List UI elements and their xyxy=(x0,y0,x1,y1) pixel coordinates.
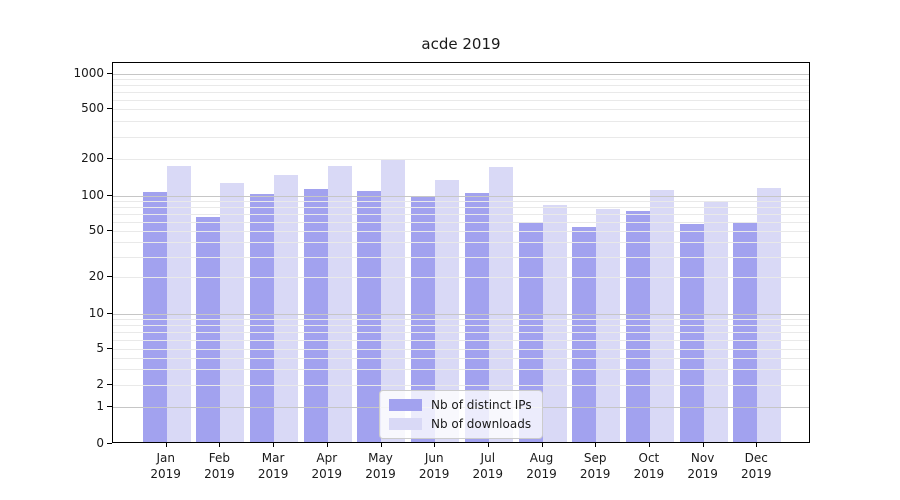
y-tick-10 xyxy=(107,313,112,314)
y-tick-label-2: 2 xyxy=(96,377,104,391)
y-tick-label-1000: 1000 xyxy=(73,66,104,80)
bar-nb-of-downloads-feb-2019 xyxy=(220,183,245,442)
y-tick-label-200: 200 xyxy=(81,151,104,165)
y-tick-label-50: 50 xyxy=(88,223,104,237)
y-tick-label-500: 500 xyxy=(81,101,104,115)
y-tick-label-100: 100 xyxy=(81,188,104,202)
x-tick-label-oct-2019: Oct 2019 xyxy=(633,451,665,481)
x-tick-label-apr-2019: Apr 2019 xyxy=(311,451,343,481)
bar-nb-of-downloads-jan-2019 xyxy=(166,165,191,442)
bar-nb-of-distinct-ips-oct-2019 xyxy=(625,210,650,442)
x-tick-jan-2019 xyxy=(165,443,167,447)
legend-swatch-distinct-ips xyxy=(389,399,422,411)
bar-nb-of-distinct-ips-dec-2019 xyxy=(733,223,758,442)
y-tick-5 xyxy=(107,348,112,349)
y-tick-500 xyxy=(107,108,112,109)
legend: Nb of distinct IPs Nb of downloads xyxy=(379,390,543,439)
bar-nb-of-downloads-dec-2019 xyxy=(757,188,782,442)
x-tick-aug-2019 xyxy=(541,443,543,447)
bar-nb-of-distinct-ips-apr-2019 xyxy=(303,188,328,442)
y-tick-label-0: 0 xyxy=(96,436,104,450)
legend-item-downloads: Nb of downloads xyxy=(389,417,532,431)
x-tick-nov-2019 xyxy=(702,443,704,447)
bars-layer xyxy=(113,63,809,442)
y-tick-label-1: 1 xyxy=(96,399,104,413)
bar-nb-of-distinct-ips-jan-2019 xyxy=(142,191,167,442)
bar-nb-of-distinct-ips-nov-2019 xyxy=(679,224,704,442)
legend-item-distinct-ips: Nb of distinct IPs xyxy=(389,398,532,412)
x-tick-label-nov-2019: Nov 2019 xyxy=(687,451,718,481)
x-tick-label-may-2019: May 2019 xyxy=(365,451,396,481)
x-tick-label-dec-2019: Dec 2019 xyxy=(741,451,772,481)
bar-nb-of-distinct-ips-mar-2019 xyxy=(250,194,275,442)
bar-nb-of-distinct-ips-sep-2019 xyxy=(572,227,597,442)
y-tick-20 xyxy=(107,276,112,277)
y-tick-0 xyxy=(107,443,112,444)
x-tick-may-2019 xyxy=(380,443,382,447)
y-tick-label-10: 10 xyxy=(88,306,104,320)
x-tick-label-aug-2019: Aug 2019 xyxy=(526,451,557,481)
y-tick-50 xyxy=(107,230,112,231)
bar-nb-of-downloads-sep-2019 xyxy=(596,208,621,442)
x-tick-mar-2019 xyxy=(273,443,275,447)
bar-nb-of-distinct-ips-may-2019 xyxy=(357,190,382,442)
x-tick-label-mar-2019: Mar 2019 xyxy=(257,451,289,481)
legend-swatch-downloads xyxy=(389,418,422,430)
x-tick-oct-2019 xyxy=(648,443,650,447)
y-tick-1 xyxy=(107,406,112,407)
bar-nb-of-downloads-mar-2019 xyxy=(274,175,299,442)
x-tick-label-jan-2019: Jan 2019 xyxy=(150,451,181,481)
y-tick-1000 xyxy=(107,73,112,74)
y-tick-2 xyxy=(107,384,112,385)
y-tick-label-5: 5 xyxy=(96,341,104,355)
x-tick-label-feb-2019: Feb 2019 xyxy=(204,451,235,481)
x-tick-jun-2019 xyxy=(434,443,436,447)
y-tick-200 xyxy=(107,158,112,159)
x-tick-dec-2019 xyxy=(756,443,758,447)
bar-nb-of-downloads-aug-2019 xyxy=(542,204,567,442)
x-tick-jul-2019 xyxy=(487,443,489,447)
x-tick-label-jul-2019: Jul 2019 xyxy=(472,451,504,481)
x-tick-apr-2019 xyxy=(326,443,328,447)
chart-title: acde 2019 xyxy=(421,35,501,53)
bar-nb-of-downloads-oct-2019 xyxy=(649,190,674,442)
y-tick-100 xyxy=(107,195,112,196)
bar-nb-of-downloads-apr-2019 xyxy=(327,166,352,442)
y-tick-label-20: 20 xyxy=(88,269,104,283)
plot-area: Nb of distinct IPs Nb of downloads xyxy=(112,62,810,443)
legend-label-downloads: Nb of downloads xyxy=(431,417,532,431)
bar-nb-of-downloads-nov-2019 xyxy=(703,201,728,442)
x-tick-label-jun-2019: Jun 2019 xyxy=(418,451,450,481)
bar-nb-of-distinct-ips-feb-2019 xyxy=(196,216,221,442)
x-tick-label-sep-2019: Sep 2019 xyxy=(579,451,611,481)
legend-label-distinct-ips: Nb of distinct IPs xyxy=(431,398,532,412)
x-tick-feb-2019 xyxy=(219,443,221,447)
x-tick-sep-2019 xyxy=(595,443,597,447)
